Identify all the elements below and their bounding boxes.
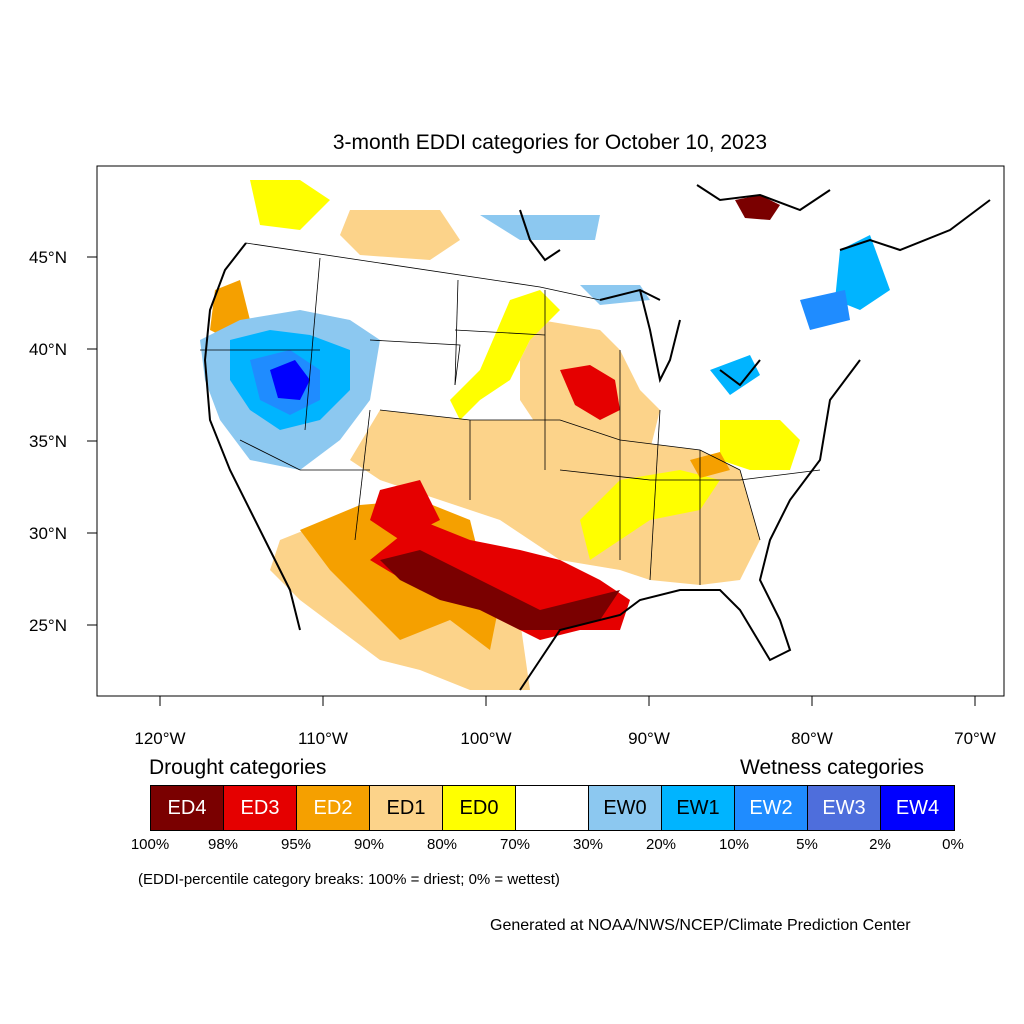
break-label: 5% xyxy=(796,836,818,853)
lat-tick-labels: 45°N 40°N 35°N 30°N 25°N xyxy=(29,248,67,635)
break-label: 30% xyxy=(572,836,604,853)
lat-tick-label: 40°N xyxy=(29,340,67,359)
break-label: 0% xyxy=(942,836,964,853)
ew1-great-lakes xyxy=(710,355,760,395)
category-legend: ED4 ED3 ED2 ED1 ED0 EW0 EW1 EW2 EW3 EW4 xyxy=(150,785,955,831)
break-label: 100% xyxy=(130,836,170,853)
legend-box: EW2 xyxy=(735,786,808,830)
lat-tick-label: 30°N xyxy=(29,524,67,543)
lat-tick-label: 35°N xyxy=(29,432,67,451)
legend-box xyxy=(516,786,589,830)
legend-box: EW3 xyxy=(808,786,881,830)
break-label: 95% xyxy=(280,836,312,853)
break-label: 2% xyxy=(869,836,891,853)
wetness-categories-heading: Wetness categories xyxy=(740,756,925,779)
map-title: 3-month EDDI categories for October 10, … xyxy=(332,131,768,154)
map-frame xyxy=(96,165,1005,697)
lon-tick-label: 100°W xyxy=(460,729,511,748)
ew4-great-basin xyxy=(270,360,310,400)
ed0-east xyxy=(720,420,800,470)
legend-box: ED0 xyxy=(443,786,516,830)
state-boundaries xyxy=(200,242,821,585)
ed4-texas xyxy=(380,550,620,630)
legend-box: EW1 xyxy=(662,786,735,830)
ed1-north-plains xyxy=(340,210,460,260)
credit-line: Generated at NOAA/NWS/NCEP/Climate Predi… xyxy=(490,917,911,934)
lon-tick-label: 70°W xyxy=(954,729,996,748)
ed0-north xyxy=(250,180,330,230)
lat-tick-label: 45°N xyxy=(29,248,67,267)
legend-box: ED1 xyxy=(370,786,443,830)
break-label: 70% xyxy=(499,836,531,853)
lon-tick-label: 90°W xyxy=(628,729,670,748)
lon-tick-label: 80°W xyxy=(791,729,833,748)
legend-box: ED3 xyxy=(224,786,297,830)
legend-box: ED2 xyxy=(297,786,370,830)
category-breaks: 100% 98% 95% 90% 80% 70% 30% 20% 10% 5% 2% 0% xyxy=(0,836,1024,856)
ew0-lake-superior xyxy=(480,215,600,240)
lat-tick-marks xyxy=(87,256,97,626)
drought-categories-heading: Drought categories xyxy=(149,756,327,779)
legend-box: EW0 xyxy=(589,786,662,830)
ew2-new-england xyxy=(800,290,850,330)
lon-tick-label: 110°W xyxy=(298,729,348,748)
legend-box: EW4 xyxy=(881,786,954,830)
break-label: 80% xyxy=(426,836,458,853)
legend-box: ED4 xyxy=(151,786,224,830)
lon-tick-labels: 120°W 110°W 100°W 90°W 80°W 70°W xyxy=(134,729,995,748)
break-label: 90% xyxy=(353,836,385,853)
ew1-ohio-valley xyxy=(580,285,650,305)
break-label: 98% xyxy=(207,836,239,853)
ed0-midwest xyxy=(450,290,560,420)
break-label: 20% xyxy=(645,836,677,853)
ew1-new-england xyxy=(835,235,890,310)
coastlines xyxy=(203,184,991,691)
category-breaks-note: (EDDI-percentile category breaks: 100% =… xyxy=(138,871,560,888)
ed3-southwest xyxy=(370,480,440,540)
lat-tick-label: 25°N xyxy=(29,616,67,635)
map-plot-area xyxy=(97,166,1004,696)
break-label: 10% xyxy=(718,836,750,853)
lon-tick-label: 120°W xyxy=(134,729,185,748)
ed3-iowa xyxy=(560,365,620,420)
ed0-south xyxy=(580,470,720,560)
lon-tick-marks xyxy=(159,696,976,706)
ed4-ontario xyxy=(735,195,780,220)
